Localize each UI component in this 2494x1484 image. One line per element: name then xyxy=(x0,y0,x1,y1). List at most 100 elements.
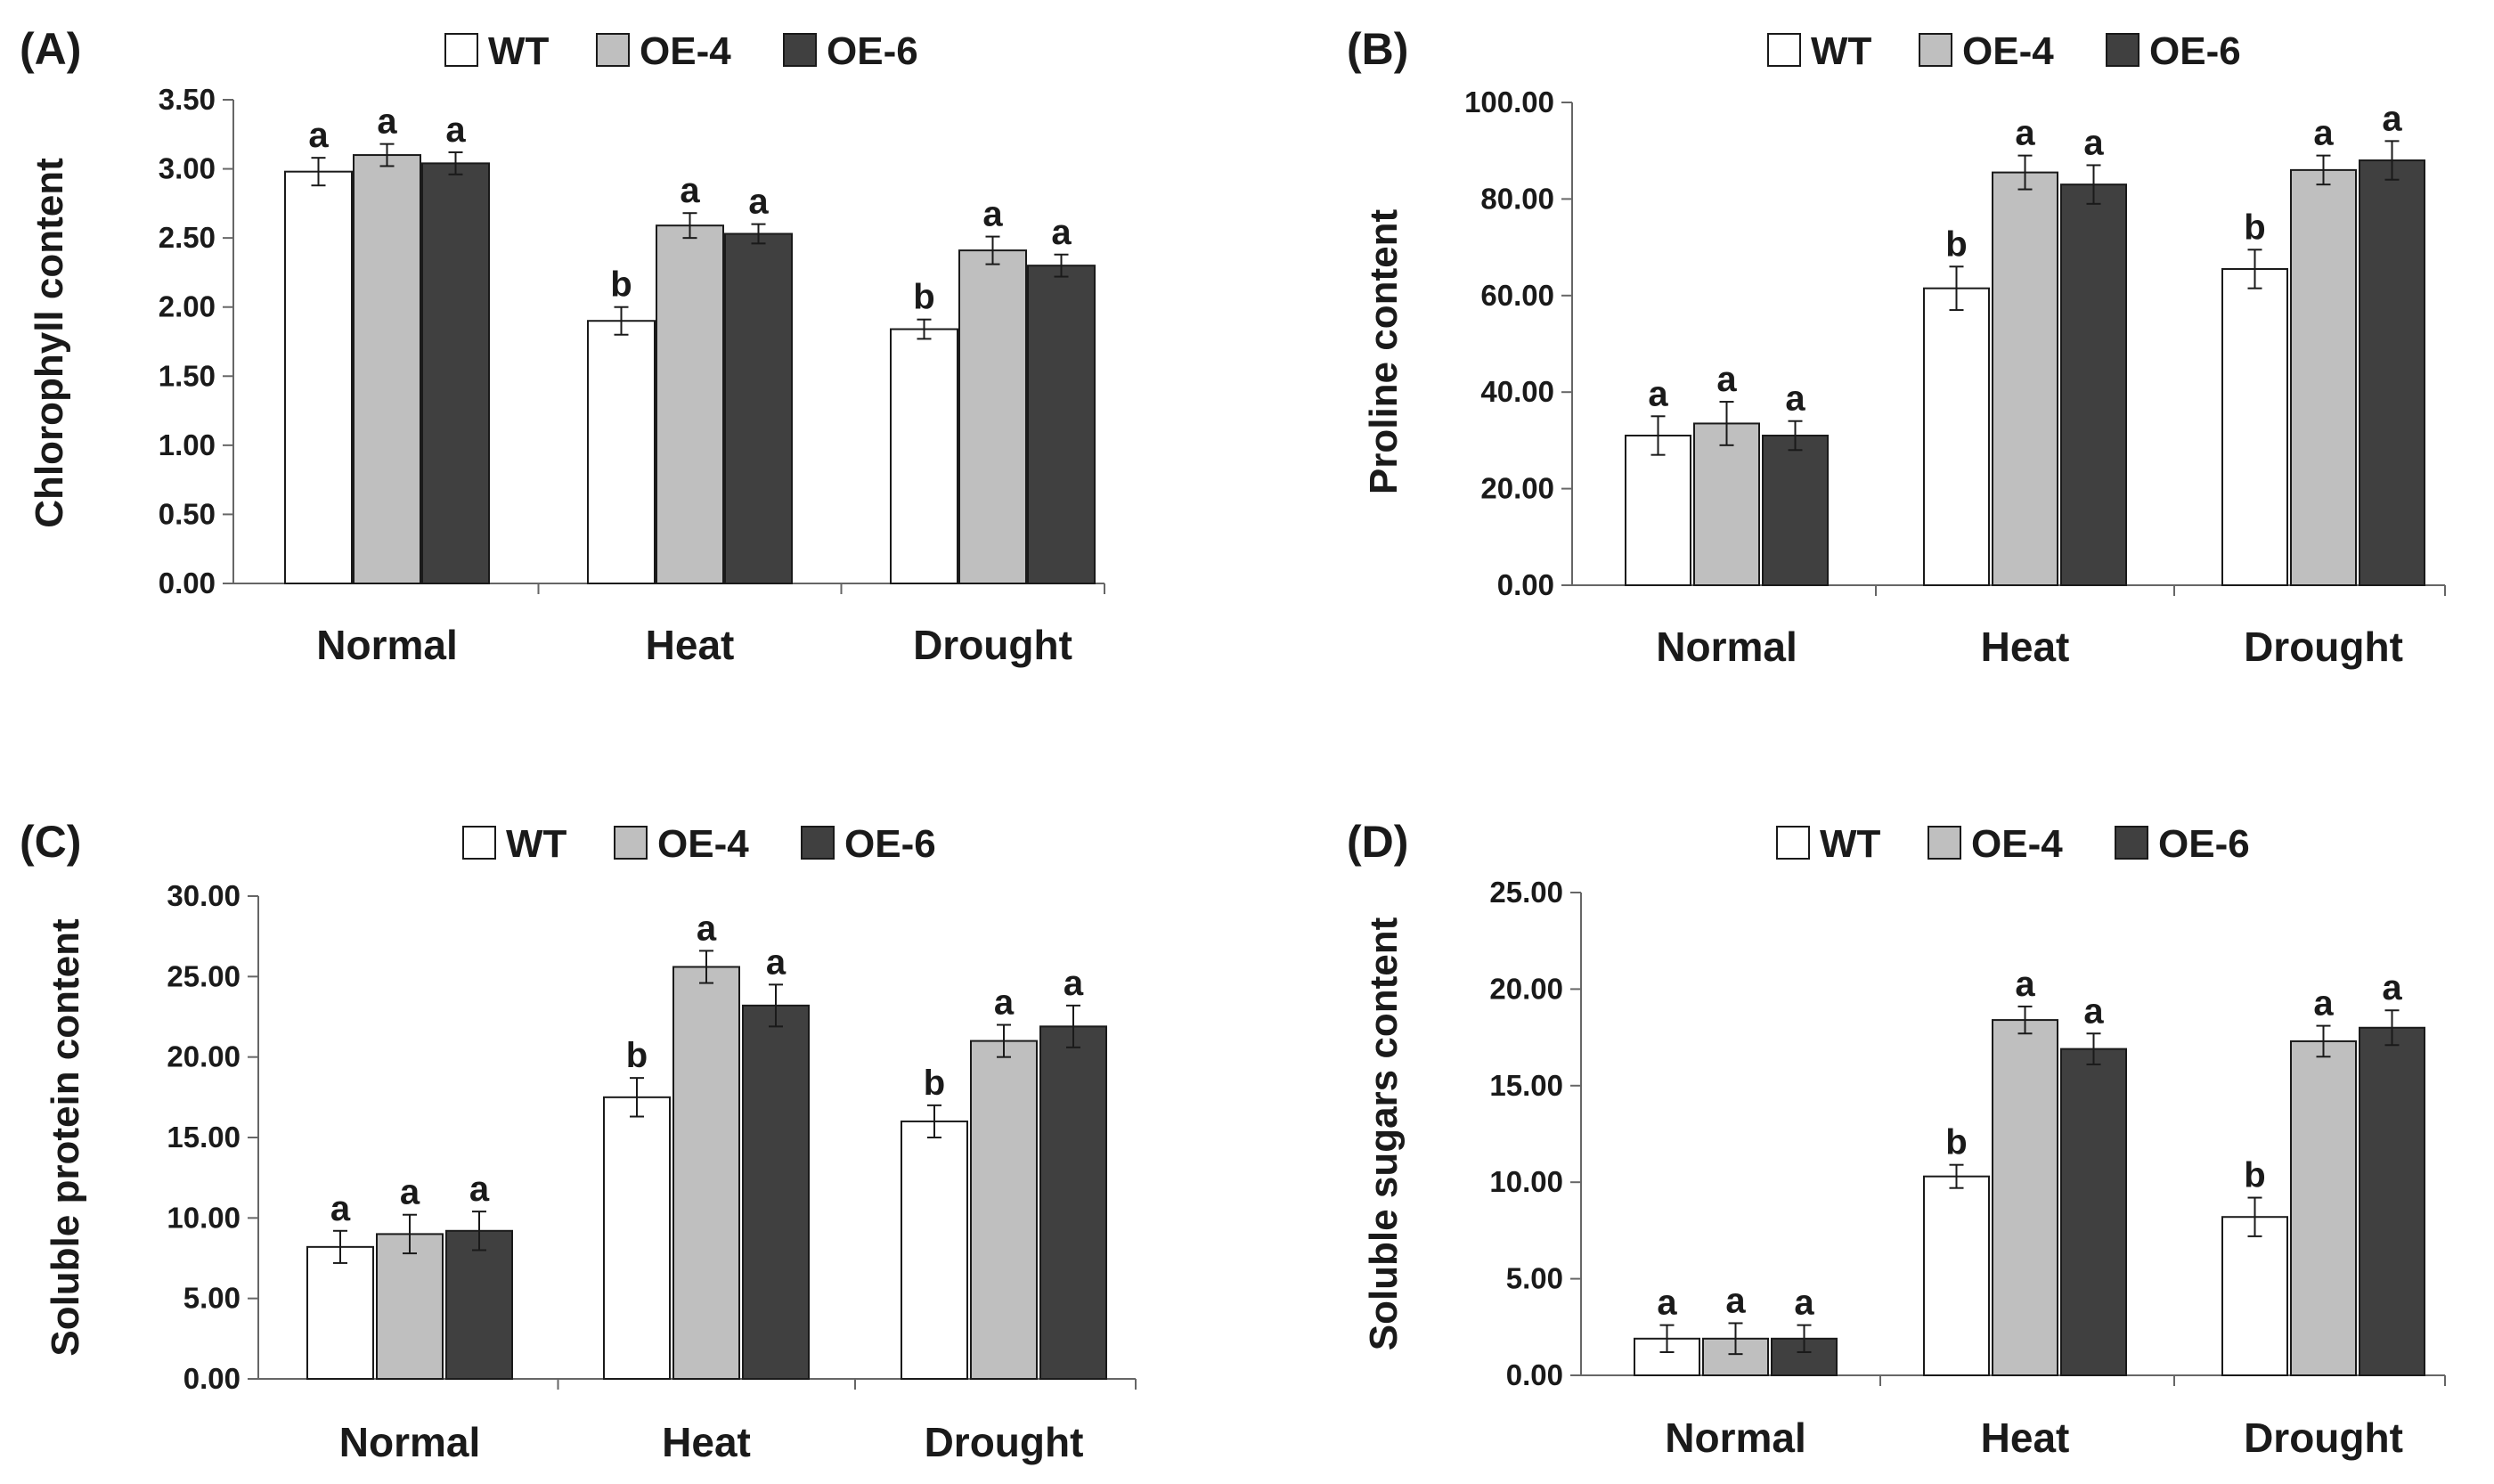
bar-oe-6-normal xyxy=(1762,434,1829,587)
y-tick-label: 10.00 xyxy=(167,1201,240,1234)
y-tick-label: 20.00 xyxy=(1480,472,1554,505)
bar-oe-4-drought xyxy=(958,249,1027,584)
significance-label: b xyxy=(610,265,632,305)
error-bar xyxy=(630,1077,644,1118)
legend-swatch-wt xyxy=(1767,33,1801,67)
panel-label: (D) xyxy=(1347,817,1408,867)
y-axis-title: Chlorophyll content xyxy=(28,158,71,528)
legend-swatch-oe-6 xyxy=(2115,826,2148,860)
significance-label: a xyxy=(2313,984,2334,1023)
significance-label: b xyxy=(1945,224,1967,264)
significance-label: a xyxy=(1051,213,1072,252)
y-tick-label: 0.50 xyxy=(159,497,216,530)
panel-label: (A) xyxy=(20,24,81,74)
significance-label: b xyxy=(626,1036,648,1075)
error-bar xyxy=(379,143,395,167)
error-bar xyxy=(751,223,766,245)
error-bar xyxy=(2316,154,2331,186)
bar-oe-6-drought xyxy=(1039,1025,1107,1380)
significance-label: a xyxy=(1648,374,1668,413)
error-bar xyxy=(2384,1009,2400,1047)
legend-label-wt: WT xyxy=(1820,822,1881,866)
significance-label: a xyxy=(2015,114,2035,153)
bar-wt-heat xyxy=(1923,287,1990,586)
bar-oe-4-normal xyxy=(376,1233,444,1381)
error-bar xyxy=(2086,164,2101,205)
legend-label-wt: WT xyxy=(488,29,550,73)
y-tick-label: 25.00 xyxy=(1489,876,1563,909)
significance-label: a xyxy=(469,1170,490,1209)
legend-label-oe-4: OE-4 xyxy=(657,822,749,866)
bar-wt-normal xyxy=(284,170,353,584)
significance-label: a xyxy=(748,183,769,222)
legend-label-wt: WT xyxy=(1811,29,1872,73)
y-tick-label: 10.00 xyxy=(1489,1165,1563,1198)
error-bar xyxy=(2086,1032,2101,1065)
y-tick-label: 0.00 xyxy=(183,1362,240,1395)
y-tick-label: 3.00 xyxy=(159,152,216,185)
y-tick-label: 0.00 xyxy=(1497,568,1554,601)
x-category-label: Heat xyxy=(662,1419,751,1465)
panel-label: (C) xyxy=(20,817,81,867)
bar-wt-drought xyxy=(2221,267,2288,586)
significance-label: a xyxy=(766,942,787,982)
bar-oe-6-heat xyxy=(2060,183,2127,586)
significance-label: a xyxy=(697,909,717,948)
error-bar xyxy=(333,1229,347,1264)
bar-oe-4-normal xyxy=(1693,422,1760,586)
y-axis-title: Proline content xyxy=(1362,209,1406,495)
legend-swatch-oe-4 xyxy=(596,33,630,67)
error-bar xyxy=(769,983,783,1028)
y-tick-label: 5.00 xyxy=(183,1282,240,1315)
error-bar xyxy=(997,1023,1011,1058)
bar-oe-4-heat xyxy=(1992,1019,2058,1376)
error-bar xyxy=(1949,265,1964,312)
x-category-label: Normal xyxy=(316,622,457,668)
chart-panel-a: (A) 0.00 0.50 1.00 1.50 2.00 2.50 3.00 3.50 Chlor… xyxy=(20,24,1105,668)
y-tick-label: 2.50 xyxy=(159,221,216,254)
bar-wt-drought xyxy=(890,328,958,584)
bar-wt-drought xyxy=(2221,1216,2288,1376)
legend-swatch-wt xyxy=(1776,826,1810,860)
bar-wt-drought xyxy=(901,1120,968,1381)
legend-swatch-wt xyxy=(462,826,496,860)
significance-label: a xyxy=(445,110,466,150)
bar-wt-normal xyxy=(1625,434,1691,587)
significance-label: a xyxy=(2382,968,2402,1007)
significance-label: b xyxy=(924,1064,945,1103)
y-tick-label: 0.00 xyxy=(1506,1358,1563,1391)
x-category-label: Normal xyxy=(339,1419,480,1465)
legend-swatch-oe-6 xyxy=(2106,33,2139,67)
error-bar xyxy=(472,1211,486,1252)
panel-label: (B) xyxy=(1347,24,1408,74)
error-bar xyxy=(311,157,326,187)
significance-label: a xyxy=(400,1173,420,1212)
x-category-label: Normal xyxy=(1656,624,1797,670)
error-bar xyxy=(2384,140,2400,181)
significance-label: a xyxy=(1794,1284,1814,1323)
error-bar xyxy=(614,306,629,336)
error-bar xyxy=(917,318,932,340)
significance-label: a xyxy=(2382,99,2402,138)
significance-label: a xyxy=(994,983,1015,1023)
significance-label: a xyxy=(1064,964,1084,1003)
bar-wt-heat xyxy=(1923,1175,1990,1377)
error-bar xyxy=(1797,1324,1812,1353)
chart-panel-c: (C) 0.00 5.00 10.00 15.00 20.00 25.00 30.00 Solu… xyxy=(20,817,1137,1465)
error-bar xyxy=(2017,1005,2033,1035)
chart-panel-b: (B) 0.00 20.00 40.00 60.00 80.00 100.00 Proline… xyxy=(1347,24,2446,670)
error-bar xyxy=(1728,1322,1743,1356)
legend-label-oe-4: OE-4 xyxy=(1971,822,2063,866)
y-tick-label: 5.00 xyxy=(1506,1262,1563,1295)
error-bar xyxy=(1066,1004,1080,1048)
legend-label-oe-4: OE-4 xyxy=(1962,29,2054,73)
y-tick-label: 0.00 xyxy=(159,567,216,599)
x-category-label: Drought xyxy=(913,622,1072,668)
y-axis-title: Soluble protein content xyxy=(44,918,87,1357)
error-bar xyxy=(2316,1024,2331,1058)
bar-oe-6-heat xyxy=(742,1004,810,1381)
y-tick-label: 20.00 xyxy=(167,1040,240,1073)
error-bar xyxy=(2017,154,2033,191)
y-tick-label: 100.00 xyxy=(1464,86,1554,118)
